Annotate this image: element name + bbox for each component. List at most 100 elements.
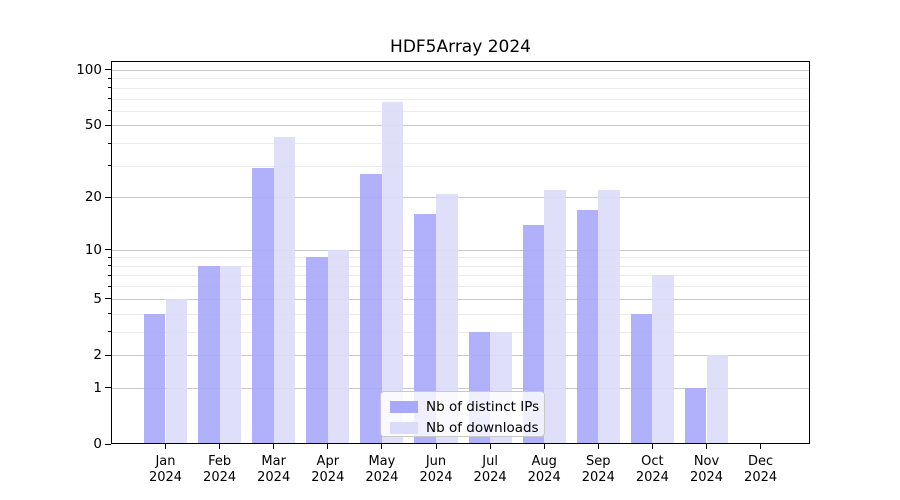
x-tick-jan (165, 444, 166, 449)
x-tick-month-oct: Oct (641, 454, 664, 469)
x-tick-label-sep: Sep 2024 (566, 454, 630, 486)
gridline-major-1 (112, 387, 809, 389)
x-tick-jul (489, 444, 491, 449)
x-tick-dec (760, 444, 762, 449)
bar-distinct-ips-oct (630, 313, 653, 443)
x-tick-year-sep: 2024 (581, 470, 615, 485)
x-tick-feb (219, 444, 221, 449)
x-tick-year-apr: 2024 (311, 470, 345, 485)
x-tick-label-dec: Dec 2024 (729, 454, 793, 486)
x-tick-label-jul: Jul 2024 (458, 454, 522, 486)
y-tick-0 (105, 443, 111, 445)
bar-distinct-ips-jan (143, 313, 166, 443)
bar-downloads-mar (273, 137, 296, 443)
bar-downloads-jan (165, 298, 188, 443)
gridline-major-2 (112, 355, 809, 356)
y-tick-minor-70 (108, 98, 111, 99)
gridline-minor-3 (112, 331, 809, 333)
x-tick-label-may: May 2024 (350, 454, 414, 486)
bar-distinct-ips-mar (252, 168, 274, 443)
y-tick-minor-6 (108, 285, 111, 287)
bar-distinct-ips-apr (306, 257, 328, 443)
gridline-minor-40 (112, 143, 809, 144)
x-tick-nov (706, 444, 707, 449)
x-tick-month-aug: Aug (531, 454, 557, 469)
x-tick-apr (327, 444, 329, 449)
x-tick-label-jun: Jun 2024 (404, 454, 468, 486)
x-tick-label-jan: Jan 2024 (134, 454, 198, 486)
gridline-minor-4 (112, 313, 809, 315)
legend-label-downloads: Nb of downloads (426, 420, 539, 436)
x-tick-year-nov: 2024 (689, 470, 724, 485)
x-tick-may (381, 444, 383, 449)
x-tick-year-oct: 2024 (635, 470, 669, 485)
x-tick-label-mar: Mar 2024 (242, 454, 306, 486)
legend-label-distinct-ips: Nb of distinct IPs (426, 399, 540, 415)
bar-distinct-ips-aug (522, 224, 545, 443)
gridline-minor-8 (112, 265, 809, 267)
x-tick-year-jan: 2024 (148, 470, 183, 485)
x-tick-label-nov: Nov 2024 (675, 454, 739, 486)
bar-distinct-ips-may (360, 173, 382, 443)
x-tick-month-apr: Apr (316, 454, 340, 469)
bar-downloads-sep (598, 189, 620, 443)
bar-distinct-ips-jun (414, 214, 436, 443)
y-tick-minor-4 (108, 313, 111, 314)
bar-downloads-nov (706, 355, 729, 443)
y-tick-100 (105, 69, 111, 71)
bar-downloads-oct (652, 275, 674, 443)
y-tick-10 (105, 249, 111, 251)
bar-downloads-may (381, 102, 404, 443)
legend-row-downloads: Nb of downloads (390, 420, 544, 436)
y-tick-minor-60 (108, 110, 111, 112)
gridline-major-100 (112, 69, 809, 71)
gridline-minor-60 (112, 110, 809, 112)
legend-row-distinct-ips: Nb of distinct IPs (390, 399, 544, 415)
y-tick-minor-80 (108, 87, 111, 89)
y-tick-minor-90 (108, 77, 111, 79)
y-tick-2 (105, 354, 111, 356)
x-tick-month-jul: Jul (482, 454, 498, 469)
x-tick-label-aug: Aug 2024 (512, 454, 576, 486)
bar-downloads-feb (219, 265, 242, 443)
x-tick-month-nov: Nov (693, 454, 720, 469)
x-tick-jun (435, 444, 437, 449)
y-tick-label-5: 5 (93, 290, 102, 307)
gridline-minor-90 (112, 78, 809, 80)
y-tick-minor-3 (108, 331, 111, 333)
bar-distinct-ips-sep (576, 209, 599, 443)
y-tick-minor-8 (108, 265, 111, 267)
gridline-major-50 (112, 125, 809, 127)
x-tick-aug (543, 444, 545, 449)
bar-downloads-jun (436, 193, 458, 443)
x-tick-label-oct: Oct 2024 (620, 454, 684, 486)
x-tick-year-aug: 2024 (527, 470, 561, 485)
gridline-major-20 (112, 197, 809, 199)
x-tick-year-feb: 2024 (203, 470, 237, 485)
x-tick-month-jun: Jun (425, 454, 447, 469)
x-tick-month-mar: Mar (261, 454, 286, 469)
y-tick-label-0: 0 (93, 436, 102, 452)
x-tick-month-sep: Sep (586, 454, 611, 469)
gridline-major-5 (112, 298, 809, 300)
y-tick-20 (105, 196, 111, 198)
gridline-minor-6 (112, 286, 809, 288)
bar-distinct-ips-nov (684, 387, 707, 443)
x-tick-label-feb: Feb 2024 (188, 454, 252, 486)
x-tick-month-may: May (368, 454, 396, 469)
legend-swatch-distinct-ips (390, 401, 418, 413)
gridline-major-10 (112, 249, 809, 251)
x-tick-year-may: 2024 (365, 470, 399, 485)
x-tick-year-jun: 2024 (419, 470, 453, 485)
gridline-minor-7 (112, 275, 809, 277)
y-tick-minor-9 (108, 256, 111, 258)
y-tick-label-20: 20 (84, 189, 102, 206)
y-tick-minor-30 (108, 165, 111, 167)
legend: Nb of distinct IPs Nb of downloads (380, 391, 545, 437)
gridline-minor-9 (112, 257, 809, 259)
x-tick-label-apr: Apr 2024 (296, 454, 360, 486)
x-tick-year-dec: 2024 (744, 470, 778, 485)
x-tick-oct (651, 444, 653, 449)
x-tick-year-jul: 2024 (473, 470, 507, 485)
